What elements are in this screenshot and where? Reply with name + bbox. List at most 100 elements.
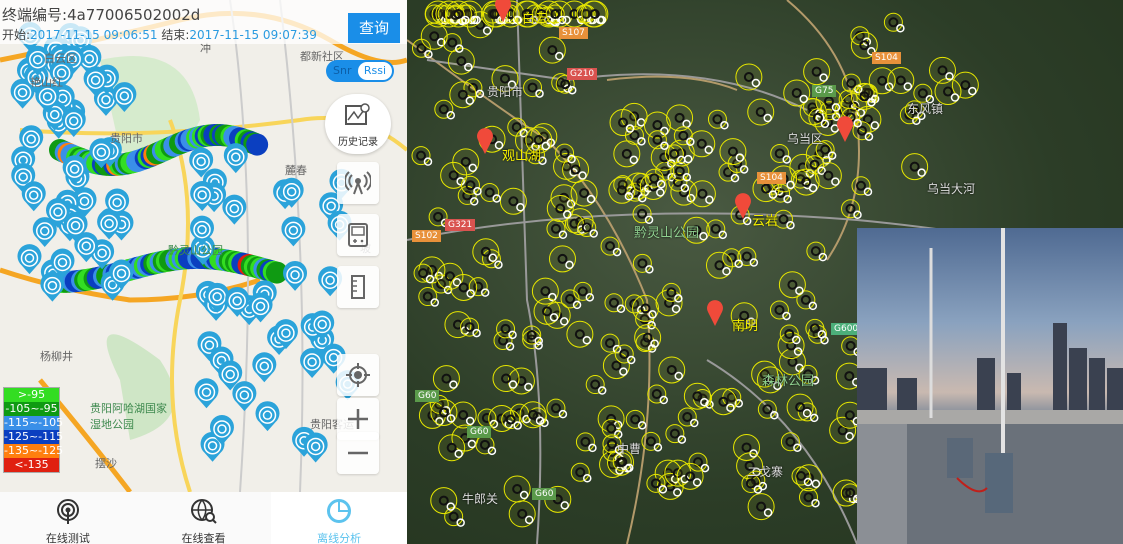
tower-marker[interactable] bbox=[205, 282, 230, 313]
site-marker[interactable] bbox=[676, 462, 704, 490]
site-marker[interactable] bbox=[507, 117, 528, 138]
tower-marker[interactable] bbox=[10, 78, 35, 109]
site-marker[interactable] bbox=[546, 398, 568, 419]
site-marker[interactable] bbox=[548, 245, 576, 273]
site-marker[interactable] bbox=[661, 282, 683, 303]
site-marker[interactable] bbox=[472, 238, 500, 266]
site-marker[interactable] bbox=[434, 99, 456, 120]
site-marker[interactable] bbox=[757, 399, 779, 420]
site-marker[interactable] bbox=[677, 407, 699, 428]
site-marker[interactable] bbox=[460, 175, 482, 196]
site-marker[interactable] bbox=[658, 356, 686, 384]
site-marker[interactable] bbox=[780, 432, 802, 452]
site-marker[interactable] bbox=[460, 317, 481, 338]
tower-marker[interactable] bbox=[279, 177, 304, 208]
site-marker[interactable] bbox=[444, 311, 472, 339]
tower-marker[interactable] bbox=[232, 381, 257, 412]
site-marker[interactable] bbox=[440, 161, 468, 189]
site-marker[interactable] bbox=[632, 294, 660, 322]
tower-marker[interactable] bbox=[190, 181, 215, 211]
red-pin-icon[interactable] bbox=[735, 193, 751, 219]
site-marker[interactable] bbox=[851, 176, 873, 197]
site-marker[interactable] bbox=[545, 4, 567, 25]
rssi-option[interactable]: Rssi bbox=[358, 62, 392, 80]
site-marker[interactable] bbox=[420, 22, 448, 50]
site-marker[interactable] bbox=[613, 140, 641, 168]
site-marker[interactable] bbox=[444, 0, 472, 28]
site-marker[interactable] bbox=[602, 434, 624, 455]
site-marker[interactable] bbox=[624, 294, 646, 315]
site-marker[interactable] bbox=[614, 344, 636, 365]
tower-marker[interactable] bbox=[83, 66, 108, 97]
tower-marker[interactable] bbox=[225, 286, 250, 317]
site-marker[interactable] bbox=[747, 98, 775, 126]
nav-online-test[interactable]: 在线测试 bbox=[0, 492, 136, 544]
nav-online-view[interactable]: 在线查看 bbox=[136, 492, 272, 544]
site-marker[interactable] bbox=[600, 236, 622, 257]
site-marker[interactable] bbox=[808, 108, 830, 129]
site-marker[interactable] bbox=[491, 65, 519, 93]
tower-marker[interactable] bbox=[248, 292, 273, 323]
site-marker[interactable] bbox=[806, 241, 828, 262]
site-marker[interactable] bbox=[722, 248, 743, 268]
site-marker[interactable] bbox=[525, 126, 553, 154]
end-time[interactable]: 2017-11-15 09:07:39 bbox=[189, 28, 317, 42]
site-marker[interactable] bbox=[747, 493, 775, 521]
site-marker[interactable] bbox=[707, 109, 729, 130]
site-marker[interactable] bbox=[570, 179, 598, 207]
site-marker[interactable] bbox=[771, 183, 792, 204]
site-marker[interactable] bbox=[682, 216, 710, 244]
site-marker[interactable] bbox=[503, 475, 531, 503]
site-marker[interactable] bbox=[411, 146, 433, 166]
site-marker[interactable] bbox=[609, 109, 637, 137]
tower-marker[interactable] bbox=[62, 155, 87, 186]
site-marker[interactable] bbox=[779, 324, 801, 345]
site-marker[interactable] bbox=[602, 352, 630, 380]
tower-marker[interactable] bbox=[40, 271, 65, 302]
zoom-out-button[interactable] bbox=[337, 432, 379, 474]
site-marker[interactable] bbox=[756, 366, 784, 394]
site-marker[interactable] bbox=[850, 31, 878, 59]
site-marker[interactable] bbox=[581, 0, 609, 28]
site-marker[interactable] bbox=[576, 4, 598, 25]
tower-marker[interactable] bbox=[223, 143, 248, 174]
site-marker[interactable] bbox=[769, 300, 791, 321]
tower-marker[interactable] bbox=[109, 259, 134, 290]
tower-marker[interactable] bbox=[310, 310, 335, 341]
tower-marker[interactable] bbox=[35, 82, 60, 113]
site-marker[interactable] bbox=[575, 432, 597, 453]
terminal-id-value[interactable]: 4a77006502002d bbox=[67, 6, 201, 24]
site-marker[interactable] bbox=[632, 253, 654, 274]
query-button[interactable]: 查询 bbox=[348, 13, 400, 43]
site-marker[interactable] bbox=[560, 289, 582, 310]
site-marker[interactable] bbox=[508, 500, 536, 528]
site-marker[interactable] bbox=[647, 384, 669, 405]
site-marker[interactable] bbox=[705, 251, 733, 279]
site-marker[interactable] bbox=[647, 130, 669, 150]
site-marker[interactable] bbox=[449, 81, 477, 109]
site-marker[interactable] bbox=[733, 433, 761, 461]
site-marker[interactable] bbox=[604, 293, 626, 314]
tower-marker[interactable] bbox=[252, 352, 277, 383]
site-marker[interactable] bbox=[522, 325, 543, 346]
site-marker[interactable] bbox=[625, 409, 647, 430]
site-marker[interactable] bbox=[519, 401, 547, 429]
site-marker[interactable] bbox=[665, 424, 687, 444]
tower-marker[interactable] bbox=[45, 197, 70, 228]
tower-marker[interactable] bbox=[97, 209, 122, 240]
site-marker[interactable] bbox=[798, 364, 820, 385]
tower-marker[interactable] bbox=[50, 248, 75, 279]
site-marker[interactable] bbox=[741, 473, 763, 494]
tower-marker[interactable] bbox=[303, 432, 328, 463]
site-marker[interactable] bbox=[577, 218, 598, 238]
site-marker[interactable] bbox=[418, 287, 440, 307]
site-marker[interactable] bbox=[499, 187, 527, 215]
site-marker[interactable] bbox=[492, 364, 520, 392]
site-marker[interactable] bbox=[646, 473, 668, 494]
site-marker[interactable] bbox=[791, 466, 813, 487]
site-marker[interactable] bbox=[531, 277, 559, 305]
tower-marker[interactable] bbox=[281, 216, 306, 247]
site-marker[interactable] bbox=[670, 161, 692, 182]
red-pin-icon[interactable] bbox=[477, 128, 493, 154]
site-marker[interactable] bbox=[480, 182, 501, 203]
